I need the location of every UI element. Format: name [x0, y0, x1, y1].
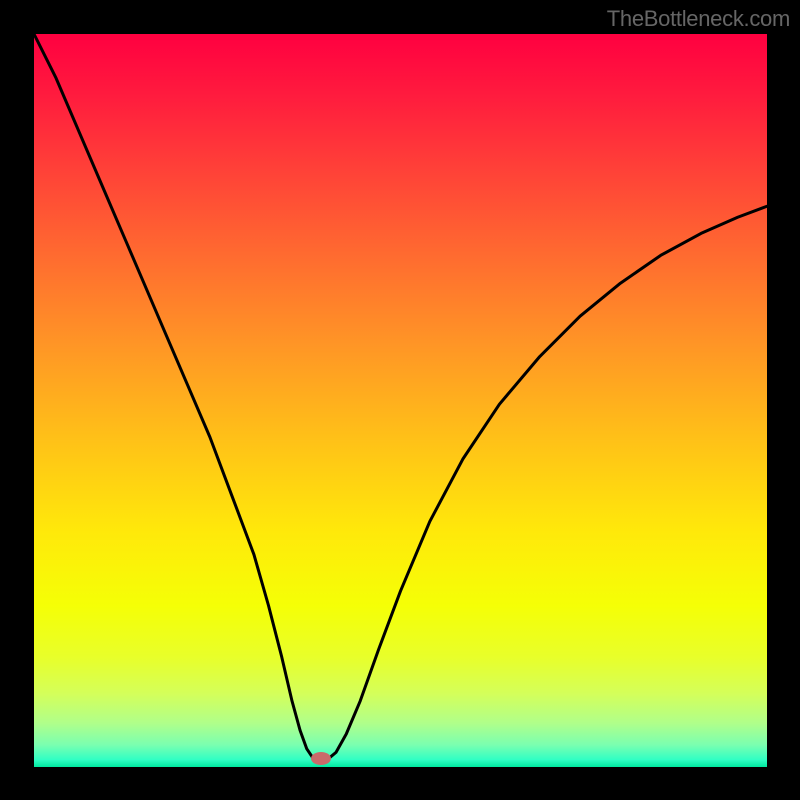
bottleneck-curve [0, 0, 800, 800]
curve-path [34, 34, 767, 761]
optimal-point-marker [311, 752, 331, 765]
chart-container: TheBottleneck.com [0, 0, 800, 800]
watermark-text: TheBottleneck.com [607, 6, 790, 32]
